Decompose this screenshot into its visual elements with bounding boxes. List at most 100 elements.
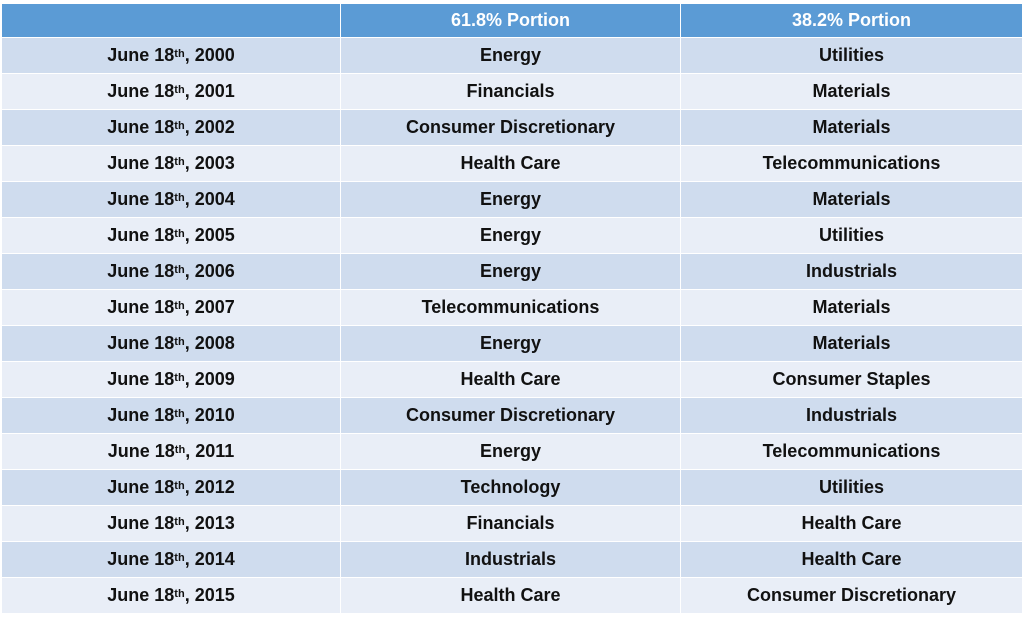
date-day: June 18 <box>107 405 175 425</box>
portion-61-8-cell: Financials <box>341 74 681 110</box>
date-day: June 18 <box>107 477 175 497</box>
date-year: , 2011 <box>185 441 235 461</box>
portion-61-8-cell: Financials <box>341 506 681 542</box>
portion-61-8-cell: Telecommunications <box>341 290 681 326</box>
portion-38-2-cell: Utilities <box>681 218 1022 254</box>
portion-38-2-cell: Materials <box>681 182 1022 218</box>
table-header-row: 61.8% Portion 38.2% Portion <box>2 4 1022 38</box>
portion-61-8-cell: Energy <box>341 326 681 362</box>
portion-38-2-cell: Telecommunications <box>681 434 1022 470</box>
portion-38-2-cell: Consumer Staples <box>681 362 1022 398</box>
portion-61-8-cell: Energy <box>341 182 681 218</box>
portion-61-8-cell: Health Care <box>341 578 681 614</box>
portion-38-2-cell: Materials <box>681 326 1022 362</box>
portion-61-8-cell: Consumer Discretionary <box>341 110 681 146</box>
date-year: , 2014 <box>184 549 235 569</box>
portion-38-2-cell: Utilities <box>681 470 1022 506</box>
date-year: , 2004 <box>184 189 235 209</box>
date-year: , 2009 <box>184 369 235 389</box>
date-day: June 18 <box>107 549 175 569</box>
date-day: June 18 <box>107 189 175 209</box>
header-38-2-portion: 38.2% Portion <box>681 4 1022 38</box>
portion-61-8-cell: Energy <box>341 254 681 290</box>
header-date-cell <box>2 4 341 38</box>
date-year: , 2015 <box>184 585 235 605</box>
date-day: June 18 <box>107 585 175 605</box>
portion-61-8-cell: Energy <box>341 218 681 254</box>
date-year: , 2008 <box>184 333 235 353</box>
portion-61-8-cell: Industrials <box>341 542 681 578</box>
portion-61-8-cell: Energy <box>341 434 681 470</box>
date-day: June 18 <box>107 225 175 245</box>
date-year: , 2006 <box>184 261 235 281</box>
date-year: , 2002 <box>184 117 235 137</box>
portion-38-2-cell: Health Care <box>681 542 1022 578</box>
date-day: June 18 <box>107 81 175 101</box>
portion-61-8-cell: Energy <box>341 38 681 74</box>
date-year: , 2012 <box>184 477 235 497</box>
portion-38-2-cell: Consumer Discretionary <box>681 578 1022 614</box>
date-day: June 18 <box>107 369 175 389</box>
date-year: , 2001 <box>184 81 235 101</box>
date-day: June 18 <box>107 333 175 353</box>
portion-38-2-cell: Materials <box>681 290 1022 326</box>
portion-38-2-cell: Materials <box>681 74 1022 110</box>
portion-61-8-cell: Health Care <box>341 362 681 398</box>
portion-38-2-cell: Utilities <box>681 38 1022 74</box>
date-day: June 18 <box>107 261 175 281</box>
date-day: June 18 <box>107 153 175 173</box>
portion-61-8-cell: Technology <box>341 470 681 506</box>
portion-38-2-cell: Telecommunications <box>681 146 1022 182</box>
portion-38-2-cell: Health Care <box>681 506 1022 542</box>
date-day: June 18 <box>107 441 175 461</box>
date-year: , 2003 <box>184 153 235 173</box>
date-year: , 2010 <box>184 405 235 425</box>
date-year: , 2000 <box>184 45 235 65</box>
date-year: , 2005 <box>184 225 235 245</box>
portion-38-2-cell: Materials <box>681 110 1022 146</box>
header-61-8-portion: 61.8% Portion <box>341 4 681 38</box>
date-year: , 2007 <box>184 297 235 317</box>
date-day: June 18 <box>107 117 175 137</box>
portion-38-2-cell: Industrials <box>681 398 1022 434</box>
date-day: June 18 <box>107 297 175 317</box>
date-day: June 18 <box>107 513 175 533</box>
date-year: , 2013 <box>184 513 235 533</box>
portion-61-8-cell: Health Care <box>341 146 681 182</box>
portion-38-2-cell: Industrials <box>681 254 1022 290</box>
